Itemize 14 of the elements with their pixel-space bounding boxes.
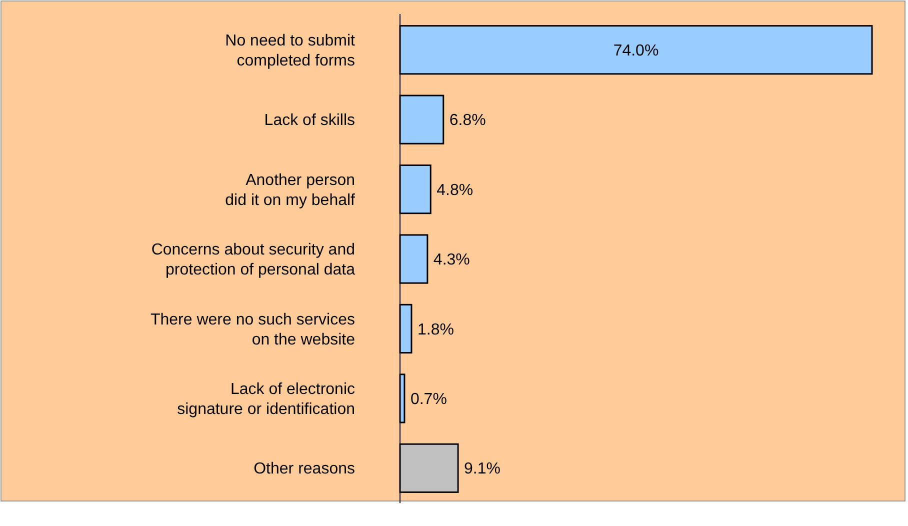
y-tick-label: Other reasons bbox=[254, 460, 355, 478]
data-label: 4.3% bbox=[433, 252, 470, 269]
data-label: 0.7% bbox=[410, 391, 447, 408]
data-label: 4.8% bbox=[436, 182, 474, 199]
y-tick-label: Lack of skills bbox=[264, 112, 355, 130]
y-tick-label: Lack of electronic signature or identification bbox=[177, 381, 355, 418]
y-tick-label: Concerns about security and protection of personal data bbox=[151, 242, 356, 279]
y-tick-label: No need to submit completed forms bbox=[225, 32, 356, 70]
data-label: 6.8% bbox=[449, 112, 486, 130]
y-tick-label: There were no such services on the website bbox=[150, 311, 356, 348]
data-label: 74.0% bbox=[613, 42, 659, 60]
data-label: 1.8% bbox=[417, 321, 454, 338]
data-label: 9.1% bbox=[464, 460, 501, 478]
y-tick-label: Another person did it on my behalf bbox=[225, 172, 356, 209]
